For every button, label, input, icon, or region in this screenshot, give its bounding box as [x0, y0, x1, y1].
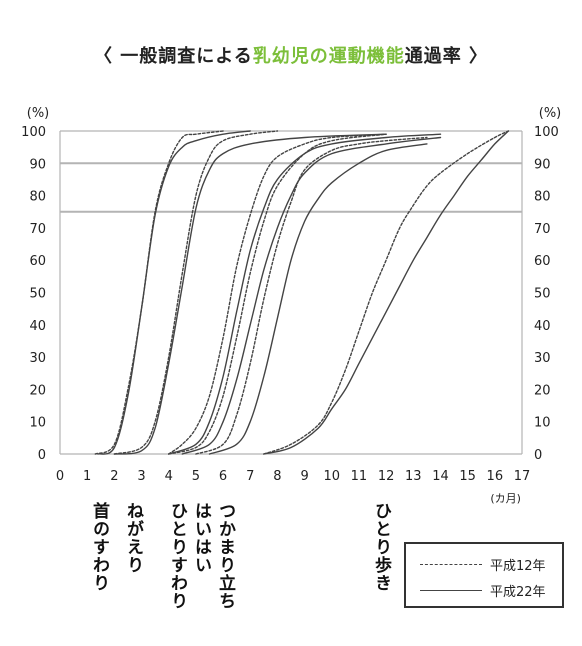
milestone-label-walking: ひとり歩き [371, 502, 391, 592]
x-tick-label: 17 [514, 469, 531, 484]
curve-h22-0 [97, 130, 251, 455]
curve-h22-1 [113, 133, 387, 455]
y-tick-label-left: 0 [38, 448, 46, 463]
y-tick-label-left: 10 [29, 416, 46, 431]
y-tick-label-right: 100 [534, 125, 559, 140]
curve-h22-5 [263, 130, 510, 455]
legend-item-h22: 平成22年 [420, 580, 546, 600]
x-tick-label: 1 [83, 469, 91, 484]
chart-title: 〈 一般調査による乳幼児の運動機能通過率 〉 [0, 42, 582, 68]
x-tick-label: 4 [165, 469, 173, 484]
y-tick-label-left: 70 [29, 222, 46, 237]
y-tick-label-right: 30 [534, 351, 551, 366]
x-tick-label: 10 [323, 469, 340, 484]
title-suffix: 通過率 [404, 46, 462, 67]
y-tick-label-left: 80 [29, 190, 46, 205]
y-tick-label-right: 20 [534, 383, 551, 398]
x-tick-label: 5 [192, 469, 200, 484]
y-tick-label-right: 60 [534, 254, 551, 269]
x-tick-label: 9 [300, 469, 308, 484]
y-tick-label-left: 30 [29, 351, 46, 366]
curve-h12-1 [113, 130, 279, 455]
x-unit-label: (カ月) [490, 492, 521, 505]
legend-swatch-solid [420, 589, 482, 591]
y-tick-label-right: 70 [534, 222, 551, 237]
curve-h22-2 [168, 133, 442, 455]
x-tick-label: 7 [246, 469, 254, 484]
y-tick-label-right: 50 [534, 287, 551, 302]
x-tick-label: 14 [432, 469, 449, 484]
title-prefix: 一般調査による [120, 46, 253, 67]
y-tick-label-left: 40 [29, 319, 46, 334]
milestone-label-head-control: 首のすわり [89, 502, 109, 592]
y-unit-label-right: (%) [539, 106, 562, 121]
x-tick-label: 3 [137, 469, 145, 484]
x-tick-label: 12 [378, 469, 395, 484]
x-tick-label: 13 [405, 469, 422, 484]
curve-h22-3 [181, 136, 442, 455]
curve-h12-0 [94, 130, 224, 455]
x-tick-label: 16 [487, 469, 504, 484]
milestone-label-crawling: はいはい [191, 502, 211, 574]
y-unit-label-left: (%) [27, 106, 50, 121]
y-tick-label-right: 90 [534, 157, 551, 172]
curve-h12-3 [168, 133, 387, 455]
y-tick-label-right: 10 [534, 416, 551, 431]
milestone-label-standing: つかまり立ち [215, 502, 235, 610]
title-close-bracket: 〉 [469, 46, 489, 67]
title-highlight: 乳幼児の運動機能 [252, 46, 405, 67]
y-tick-label-left: 90 [29, 157, 46, 172]
x-tick-label: 8 [273, 469, 281, 484]
x-tick-label: 0 [56, 469, 64, 484]
curve-h12-4 [195, 136, 428, 455]
legend-label-h22: 平成22年 [490, 584, 546, 600]
legend-item-h12: 平成12年 [420, 554, 546, 574]
x-tick-label: 2 [110, 469, 118, 484]
y-tick-label-right: 0 [534, 448, 542, 463]
curve-h22-4 [208, 143, 428, 455]
x-tick-label: 11 [351, 469, 368, 484]
y-tick-label-left: 50 [29, 287, 46, 302]
chart-legend: 平成12年 平成22年 [404, 542, 564, 608]
x-tick-label: 15 [459, 469, 476, 484]
curve-h12-5 [263, 130, 510, 455]
y-tick-label-left: 100 [21, 125, 46, 140]
y-tick-label-right: 40 [534, 319, 551, 334]
curve-h12-2 [168, 133, 387, 455]
x-tick-label: 6 [219, 469, 227, 484]
y-tick-label-right: 80 [534, 190, 551, 205]
milestone-label-sitting: ひとりすわり [167, 502, 187, 610]
legend-label-h12: 平成12年 [490, 558, 546, 574]
milestone-label-rolling-over: ねがえり [123, 502, 143, 574]
legend-swatch-dashed [420, 563, 482, 565]
y-tick-label-left: 20 [29, 383, 46, 398]
title-open-bracket: 〈 [93, 46, 113, 67]
y-tick-label-left: 60 [29, 254, 46, 269]
